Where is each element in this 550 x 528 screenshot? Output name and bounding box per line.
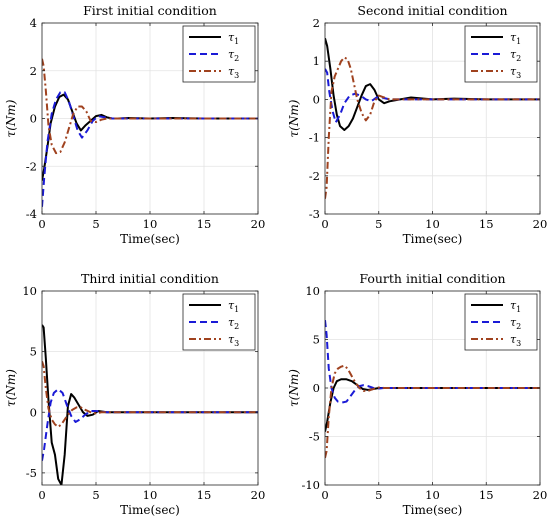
x-tick-label: 10	[425, 488, 440, 502]
x-tick-label: 10	[143, 488, 158, 502]
chart-panel-4: 0 5 10 15 20 -10 -5 0 5 10 Fourth initial conditio…	[287, 271, 547, 517]
series-line-tau3	[325, 56, 540, 199]
y-tick-label: 0	[313, 381, 320, 395]
x-tick-label: 5	[92, 217, 99, 231]
y-axis-label: τ(Nm)	[4, 99, 18, 137]
y-axis-label: τ(Nm)	[4, 369, 18, 407]
y-tick-label: -5	[309, 430, 320, 444]
chart-title: Fourth initial condition	[359, 271, 505, 286]
x-tick-label: 15	[197, 217, 212, 231]
y-tick-label: -10	[301, 478, 320, 492]
series-line-tau3	[325, 364, 540, 459]
x-tick-label: 20	[533, 217, 548, 231]
y-tick-label: 5	[313, 333, 320, 347]
series-line-tau3	[42, 58, 258, 155]
x-axis-label: Time(sec)	[403, 232, 463, 246]
y-tick-label: 0	[30, 112, 37, 126]
y-axis-label: τ(Nm)	[287, 369, 301, 407]
x-tick-label: 10	[143, 217, 158, 231]
y-tick-label: 2	[313, 16, 320, 30]
x-axis-label: Time(sec)	[120, 232, 180, 246]
x-tick-label: 15	[479, 488, 494, 502]
y-tick-label: 4	[30, 16, 37, 30]
x-tick-label: 0	[321, 488, 328, 502]
x-tick-label: 5	[375, 217, 382, 231]
x-tick-label: 15	[479, 217, 494, 231]
series-line-tau3	[42, 361, 258, 428]
y-tick-label: -2	[309, 169, 320, 183]
legend-label: τ3	[228, 65, 239, 80]
y-tick-label: 1	[313, 54, 320, 68]
series-line-tau1	[325, 38, 540, 131]
legend-label: τ2	[510, 48, 521, 63]
chart-title: Third initial condition	[81, 271, 219, 286]
x-axis-label: Time(sec)	[403, 503, 463, 517]
x-tick-label: 20	[533, 488, 548, 502]
x-tick-label: 15	[197, 488, 212, 502]
y-tick-label: 10	[305, 284, 320, 298]
y-tick-label: 5	[30, 345, 37, 359]
legend-label: τ1	[228, 299, 239, 314]
legend-box	[182, 293, 256, 351]
y-axis-label: τ(Nm)	[287, 99, 301, 137]
legend-label: τ2	[510, 316, 521, 331]
x-tick-label: 20	[251, 488, 266, 502]
legend-label: τ2	[228, 316, 239, 331]
legend-label: τ1	[510, 299, 521, 314]
y-tick-label: 0	[313, 92, 320, 106]
y-tick-label: 2	[30, 64, 37, 78]
legend-label: τ1	[228, 31, 239, 46]
chart-title: Second initial condition	[357, 3, 507, 18]
legend: τ1 τ2 τ3	[464, 293, 538, 351]
x-tick-label: 10	[425, 217, 440, 231]
x-tick-label: 5	[92, 488, 99, 502]
x-tick-label: 20	[251, 217, 266, 231]
y-tick-label: -5	[26, 466, 37, 480]
legend-label: τ3	[228, 333, 239, 348]
y-tick-label: -2	[26, 159, 37, 173]
x-tick-label: 0	[38, 488, 45, 502]
legend-label: τ2	[228, 48, 239, 63]
y-tick-label: -4	[26, 207, 37, 221]
legend: τ1 τ2 τ3	[464, 25, 538, 83]
x-axis-label: Time(sec)	[120, 503, 180, 517]
legend: τ1 τ2 τ3	[182, 293, 256, 351]
chart-panel-2: 0 5 10 15 20 -3 -2 -1 0 1 2 Second initial conditio…	[287, 3, 547, 246]
series-line-tau2	[325, 68, 540, 124]
y-tick-label: -3	[309, 207, 320, 221]
y-tick-label: 0	[30, 405, 37, 419]
legend: τ1 τ2 τ3	[182, 25, 256, 83]
series-line-tau2	[42, 91, 258, 207]
y-tick-label: 10	[22, 284, 37, 298]
x-tick-label: 0	[38, 217, 45, 231]
legend-label: τ3	[510, 333, 521, 348]
legend-label: τ1	[510, 31, 521, 46]
x-tick-label: 0	[321, 217, 328, 231]
y-tick-label: -1	[309, 131, 320, 145]
chart-title: First initial condition	[83, 3, 217, 18]
chart-panel-1: 0 5 10 15 20 -4 -2 0 2 4 First initial condition Ti…	[4, 3, 265, 246]
x-tick-label: 5	[375, 488, 382, 502]
legend-label: τ3	[510, 65, 521, 80]
